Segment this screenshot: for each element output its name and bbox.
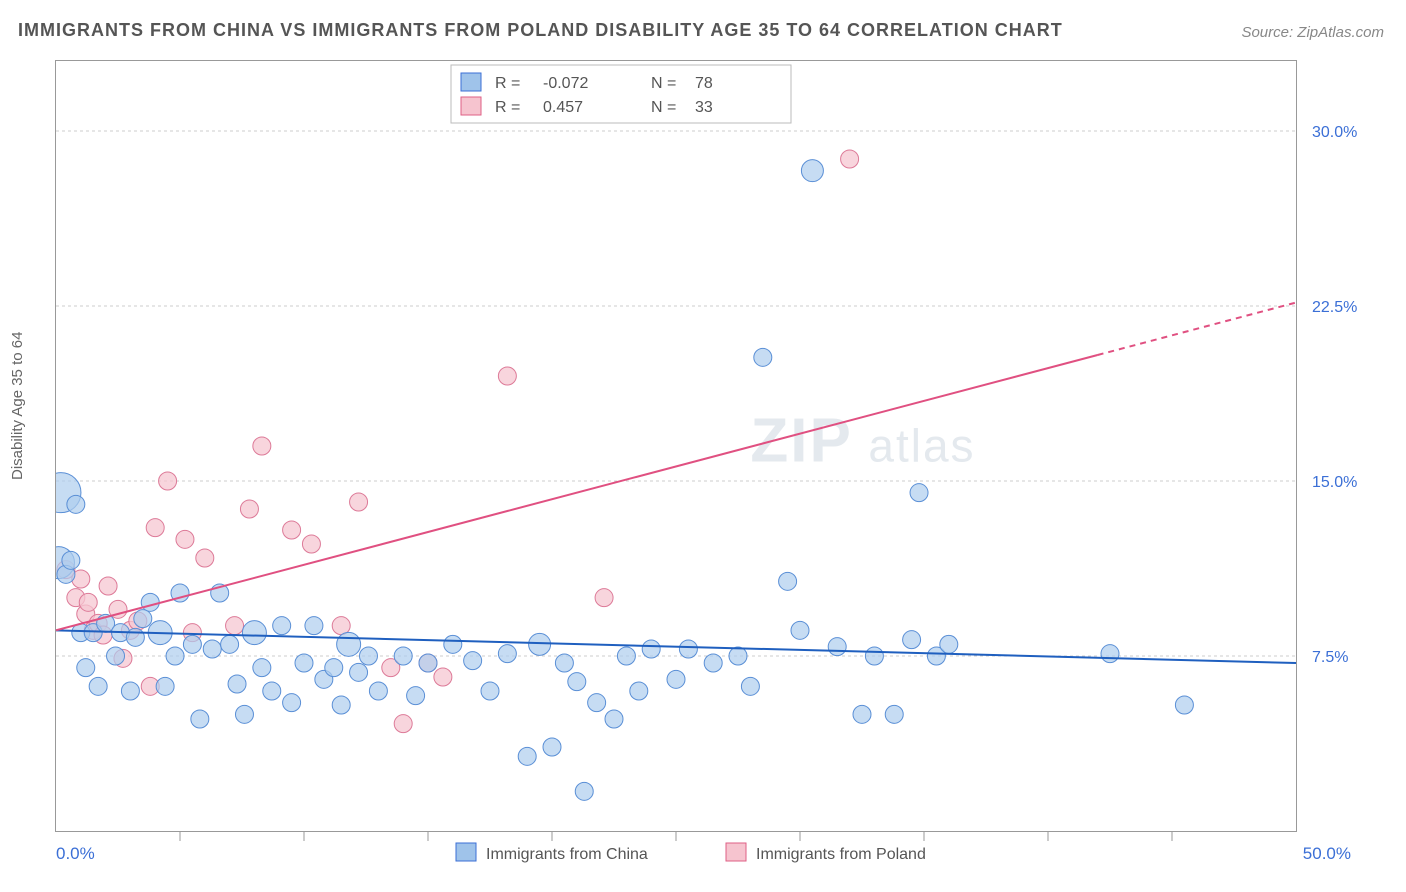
svg-text:0.457: 0.457 [543,99,583,116]
svg-text:N =: N = [651,75,676,92]
svg-text:R =: R = [495,75,520,92]
scatter-plot: 7.5%15.0%22.5%30.0%0.0%50.0%ZIPatlasR =-… [55,60,1297,832]
svg-text:0.0%: 0.0% [56,844,95,863]
svg-text:ZIP: ZIP [750,406,852,475]
chart-svg: 7.5% 15.0% 22.5% 30.0% 0.0% 50.0% ZIP atlas R = -… [56,61,1376,871]
svg-text:15.0%: 15.0% [1312,474,1357,491]
svg-text:33: 33 [695,99,713,116]
svg-text:30.0%: 30.0% [1312,124,1357,141]
svg-text:Immigrants from China: Immigrants from China [486,846,648,863]
svg-text:78: 78 [695,75,713,92]
svg-text:R =: R = [495,99,520,116]
svg-text:N =: N = [651,99,676,116]
svg-text:7.5%: 7.5% [1312,649,1348,666]
svg-text:Immigrants from Poland: Immigrants from Poland [756,846,926,863]
y-axis-label: Disability Age 35 to 64 [9,332,26,480]
svg-text:50.0%: 50.0% [1303,844,1351,863]
chart-title: IMMIGRANTS FROM CHINA VS IMMIGRANTS FROM… [18,20,1063,41]
svg-text:atlas: atlas [868,419,975,471]
svg-text:22.5%: 22.5% [1312,299,1357,316]
svg-text:-0.072: -0.072 [543,75,588,92]
source-label: Source: ZipAtlas.com [1241,24,1384,41]
